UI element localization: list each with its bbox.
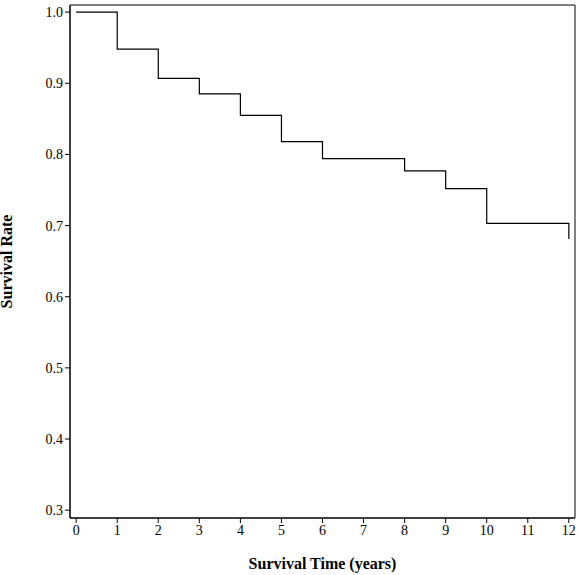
svg-text:6: 6: [319, 523, 326, 538]
svg-text:Survival Rate: Survival Rate: [8, 215, 15, 309]
svg-text:0.7: 0.7: [46, 219, 64, 234]
svg-text:1.0: 1.0: [46, 5, 64, 20]
svg-text:4: 4: [237, 523, 244, 538]
svg-text:9: 9: [442, 523, 449, 538]
svg-text:1: 1: [114, 523, 121, 538]
svg-text:10: 10: [480, 523, 494, 538]
svg-text:12: 12: [562, 523, 571, 538]
svg-text:0.3: 0.3: [46, 503, 64, 518]
svg-text:8: 8: [401, 523, 408, 538]
svg-text:0.4: 0.4: [46, 432, 64, 447]
svg-text:11: 11: [521, 523, 534, 538]
svg-text:0.9: 0.9: [46, 76, 64, 91]
svg-text:7: 7: [360, 523, 367, 538]
svg-text:0.5: 0.5: [46, 361, 64, 376]
svg-text:2: 2: [155, 523, 162, 538]
svg-text:0.6: 0.6: [46, 290, 64, 305]
svg-text:0.8: 0.8: [46, 147, 64, 162]
svg-text:3: 3: [196, 523, 203, 538]
svg-text:5: 5: [278, 523, 285, 538]
svg-text:0: 0: [73, 523, 80, 538]
svg-text:Survival Time (years): Survival Time (years): [249, 555, 397, 573]
